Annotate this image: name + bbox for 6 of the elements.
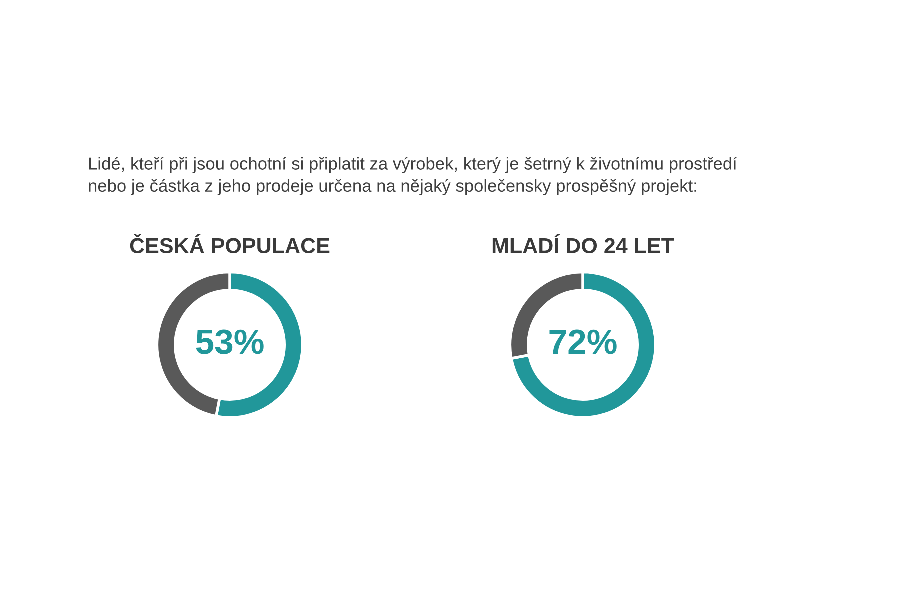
chart-title: MLADÍ DO 24 LET: [492, 234, 674, 254]
data-label: 72%: [550, 330, 617, 354]
donut-slice: [510, 270, 658, 420]
text: Lidé, kteří při jsou ochotní si připlatit za výrobek, který je šetrný k životnímu prostředí nebo je částka z jeho prodeje určena na nějaký společensky prospěšný projekt:: [89, 157, 738, 196]
chart-title: ČESKÁ POPULACE: [130, 234, 330, 254]
data-label: 53%: [196, 330, 264, 354]
